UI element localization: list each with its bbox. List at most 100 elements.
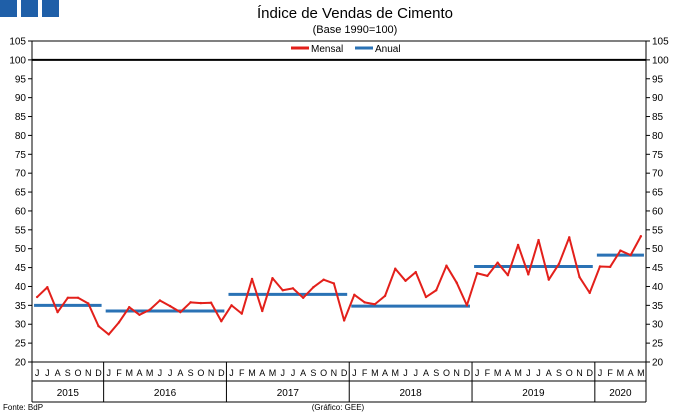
y-tick-label-right: 35	[652, 301, 664, 312]
x-month-label: O	[443, 368, 450, 378]
x-month-label: J	[352, 368, 357, 378]
mensal-point	[475, 272, 479, 275]
x-month-label: F	[116, 368, 122, 378]
y-tick-label-right: 80	[652, 131, 664, 142]
y-axis-left: 20 25 30 35 40 45 50 55 60 65 70 75 80 85 90 95 100 105	[9, 37, 32, 369]
x-month-label: N	[331, 368, 338, 378]
mensal-point	[629, 253, 632, 257]
mensal-point	[230, 304, 233, 307]
mensal-point	[148, 308, 151, 312]
x-month-label: J	[475, 368, 480, 378]
legend-anual-label: Anual	[375, 44, 401, 55]
mensal-point	[578, 275, 581, 279]
mensal-point	[557, 262, 561, 266]
x-month-label: D	[341, 368, 348, 378]
x-month-label: N	[85, 368, 92, 378]
mensal-point	[486, 274, 489, 278]
mensal-point	[107, 333, 110, 336]
y-tick-label-right: 105	[652, 37, 669, 48]
chart-title: Índice de Vendas de Cimento	[257, 5, 453, 22]
x-month-label: S	[188, 368, 194, 378]
y-tick-label-left: 25	[15, 339, 27, 350]
y-tick-label-right: 50	[652, 244, 664, 255]
x-month-label: J	[598, 368, 603, 378]
y-tick-label-right: 60	[652, 206, 664, 217]
x-month-label: M	[146, 368, 154, 378]
mensal-point	[46, 286, 49, 289]
x-month-label: A	[136, 368, 142, 378]
mensal-point	[87, 302, 90, 305]
mensal-point	[639, 235, 643, 238]
x-year-label: 2018	[400, 388, 423, 399]
y-tick-label-left: 60	[15, 206, 27, 217]
mensal-point	[547, 278, 550, 281]
mensal-point	[527, 273, 530, 276]
y-tick-label-right: 30	[652, 320, 664, 331]
mensal-point	[117, 321, 121, 324]
x-month-label: S	[310, 368, 316, 378]
y-tick-label-left: 70	[15, 169, 27, 180]
y-tick-label-right: 90	[652, 93, 664, 104]
mensal-point	[250, 277, 254, 281]
x-month-label: A	[505, 368, 511, 378]
x-month-label: J	[107, 368, 112, 378]
mensal-point	[465, 304, 469, 307]
x-month-label: S	[556, 368, 562, 378]
x-month-label: M	[617, 368, 625, 378]
x-month-label: J	[291, 368, 296, 378]
mensal-point	[66, 296, 70, 299]
mensal-point	[537, 238, 540, 242]
x-month-label: J	[414, 368, 419, 378]
mensal-point	[516, 243, 520, 247]
credit-note: (Gráfico: GEE)	[312, 403, 365, 412]
logo-square-1	[0, 0, 17, 17]
mensal-point	[220, 320, 223, 323]
x-month-label: A	[628, 368, 634, 378]
x-month-label: A	[423, 368, 429, 378]
x-month-label: F	[485, 368, 491, 378]
y-tick-label-right: 95	[652, 74, 664, 85]
y-tick-label-left: 85	[15, 112, 27, 123]
x-year-label: 2017	[277, 388, 300, 399]
chart-subtitle: (Base 1990=100)	[313, 24, 398, 36]
x-month-label: O	[320, 368, 327, 378]
x-month-label: M	[371, 368, 379, 378]
x-month-label: N	[453, 368, 460, 378]
x-month-label: D	[218, 368, 225, 378]
mensal-point	[179, 310, 182, 314]
x-month-label: S	[65, 368, 71, 378]
x-month-label: A	[177, 368, 183, 378]
series-mensal	[35, 235, 643, 336]
y-tick-label-right: 25	[652, 339, 664, 350]
y-tick-label-left: 100	[9, 55, 26, 66]
mensal-point	[608, 265, 612, 269]
mensal-point	[383, 294, 387, 298]
x-month-label: M	[248, 368, 256, 378]
x-month-label: D	[95, 368, 102, 378]
mensal-point	[261, 309, 264, 313]
x-month-label: J	[168, 368, 173, 378]
x-month-label: F	[362, 368, 368, 378]
mensal-point	[496, 261, 499, 264]
y-tick-label-left: 20	[15, 358, 27, 369]
x-month-label: F	[607, 368, 613, 378]
x-month-label: A	[300, 368, 306, 378]
y-tick-label-left: 75	[15, 150, 27, 161]
y-tick-label-left: 40	[15, 282, 27, 293]
x-month-label: J	[280, 368, 285, 378]
x-month-label: A	[382, 368, 388, 378]
x-year-label: 2016	[154, 388, 177, 399]
x-month-label: D	[586, 368, 593, 378]
mensal-point	[435, 289, 438, 292]
x-month-label: M	[637, 368, 645, 378]
mensal-point	[271, 276, 274, 280]
y-tick-label-left: 90	[15, 93, 27, 104]
mensal-point	[342, 319, 346, 322]
mensal-point	[138, 313, 141, 316]
y-tick-label-left: 35	[15, 301, 27, 312]
y-axis-right: 20 25 30 35 40 45 50 55 60 65 70 75 80 85 90 95 100 105	[646, 37, 669, 369]
y-tick-label-left: 65	[15, 188, 27, 199]
x-month-label: N	[208, 368, 215, 378]
mensal-point	[56, 310, 59, 314]
